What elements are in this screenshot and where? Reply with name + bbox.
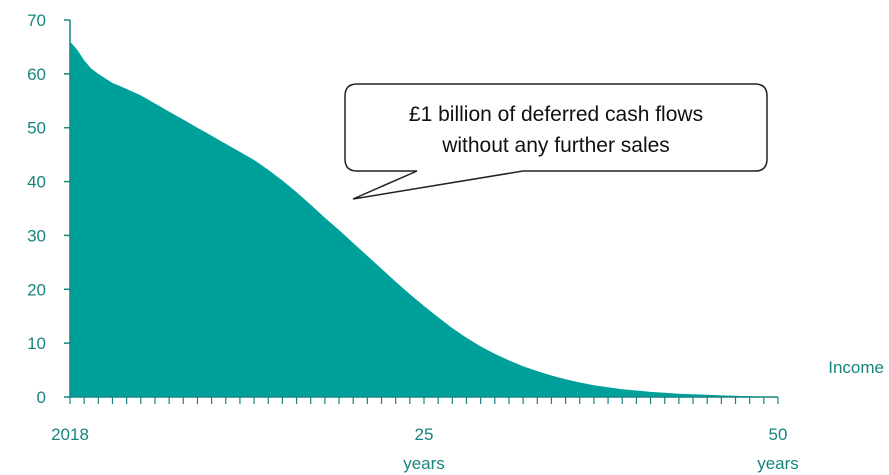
- x-tick-label: 25: [415, 425, 434, 444]
- y-tick-label: 70: [27, 11, 46, 30]
- y-tick-label: 20: [27, 280, 46, 299]
- y-tick-label: 30: [27, 226, 46, 245]
- y-tick-label: 50: [27, 119, 46, 138]
- y-tick-label: 40: [27, 173, 46, 192]
- series-label-income: Income: [828, 358, 884, 377]
- callout-text-line-1: £1 billion of deferred cash flows: [409, 103, 703, 126]
- x-tick-label: 50: [769, 425, 788, 444]
- y-tick-label: 60: [27, 65, 46, 84]
- income-area: [70, 41, 778, 397]
- y-tick-label: 10: [27, 334, 46, 353]
- y-tick-label: 0: [37, 388, 46, 407]
- x-tick-sublabel: years: [757, 454, 799, 473]
- callout-bubble: [344, 83, 768, 200]
- callout-text-line-2: without any further sales: [441, 134, 670, 157]
- x-tick-label: 2018: [51, 425, 89, 444]
- x-tick-sublabel: years: [403, 454, 445, 473]
- callout-annotation: £1 billion of deferred cash flows withou…: [344, 83, 768, 200]
